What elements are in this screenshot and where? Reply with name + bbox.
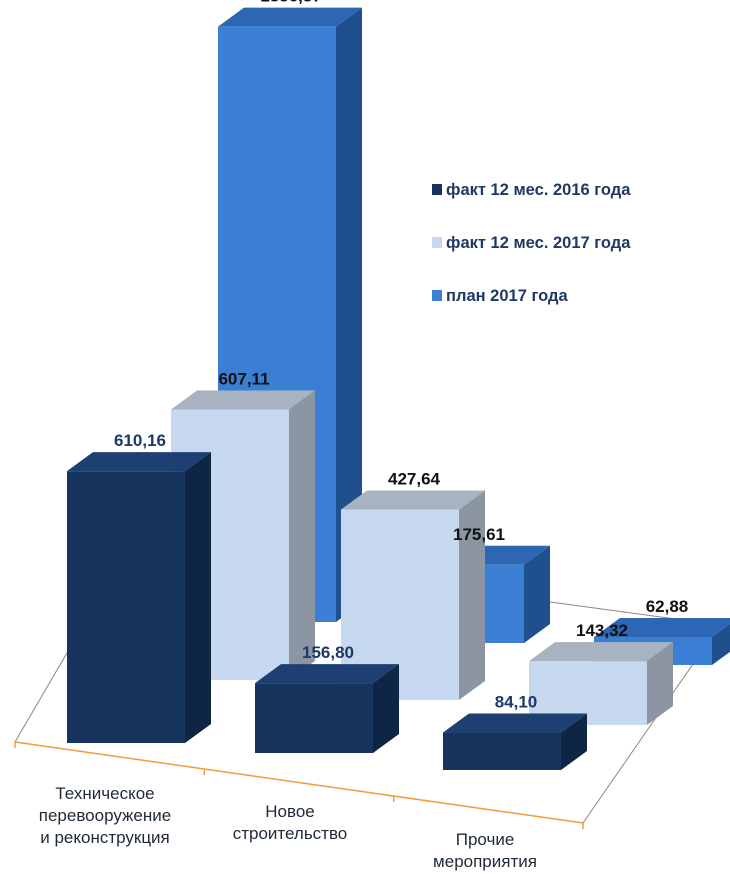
category-label: Прочие мероприятия bbox=[433, 830, 537, 871]
bar-top-face bbox=[594, 617, 730, 637]
data-label: 610,16 bbox=[114, 431, 166, 450]
bar bbox=[67, 452, 211, 743]
data-label: 175,61 bbox=[453, 525, 505, 544]
bar-top-face bbox=[255, 664, 399, 684]
bar-side-face bbox=[289, 390, 315, 680]
bar-top-face bbox=[218, 7, 362, 27]
bar-side-face bbox=[524, 545, 550, 643]
bar-top-face bbox=[341, 490, 485, 510]
bar-top-face bbox=[529, 642, 673, 662]
legend-label: план 2017 года bbox=[446, 287, 568, 305]
bar-side-face bbox=[647, 642, 673, 725]
legend-swatch bbox=[432, 290, 442, 301]
value-labels: 1336,37 175,61 62,88 607,11 427,64 143,32 610,… bbox=[114, 0, 688, 712]
legend-label: факт 12 мес. 2017 года bbox=[446, 234, 631, 252]
bar-side-face bbox=[373, 664, 399, 753]
legend-entry: факт 12 мес. 2016 года bbox=[432, 181, 631, 199]
data-label: 427,64 bbox=[388, 469, 441, 488]
bar-side-face bbox=[336, 7, 362, 623]
legend: факт 12 мес. 2016 года факт 12 мес. 2017 … bbox=[432, 181, 631, 305]
data-label: 84,10 bbox=[495, 693, 538, 712]
bar-side-face bbox=[185, 452, 211, 743]
bar bbox=[529, 642, 673, 725]
data-label: 143,32 bbox=[576, 621, 628, 640]
legend-label: факт 12 мес. 2016 года bbox=[446, 181, 631, 199]
bar-side-face bbox=[712, 623, 730, 665]
bar bbox=[255, 664, 399, 753]
category-label: Новое строительство bbox=[233, 802, 348, 843]
bar-side-face bbox=[459, 490, 485, 700]
bar-front-face bbox=[255, 683, 373, 753]
bar bbox=[443, 713, 587, 770]
category-label: Техническое перевооружение и реконструкция bbox=[39, 784, 171, 847]
data-label: 156,80 bbox=[302, 643, 354, 662]
bar-front-face bbox=[67, 471, 185, 743]
bar-top-face bbox=[67, 452, 211, 472]
data-label: 62,88 bbox=[646, 597, 689, 616]
legend-swatch bbox=[432, 237, 442, 248]
legend-entry: план 2017 года bbox=[432, 287, 568, 305]
bar-side-face bbox=[561, 713, 587, 770]
x-axis-line bbox=[14, 741, 584, 824]
legend-swatch bbox=[432, 184, 442, 195]
bar-front-face bbox=[443, 732, 561, 770]
bars bbox=[67, 7, 730, 770]
category-labels: Техническое перевооружение и реконструкция… bbox=[39, 784, 537, 871]
data-label: 1336,37 bbox=[260, 0, 321, 6]
bar-top-face bbox=[171, 390, 315, 410]
bar-top-face bbox=[443, 713, 587, 733]
legend-entry: факт 12 мес. 2017 года bbox=[432, 234, 631, 252]
data-label: 607,11 bbox=[218, 370, 269, 389]
